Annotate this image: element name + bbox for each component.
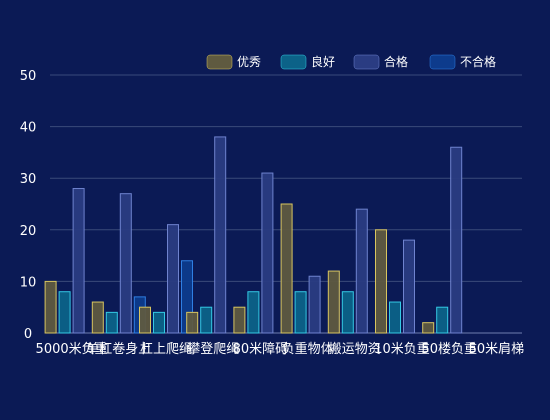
x-tick-label: 攀登爬绳 [187, 342, 239, 357]
bar-0-5 [280, 203, 293, 334]
bar-1-4 [247, 291, 260, 334]
bar-2-8 [450, 146, 463, 334]
bar-1-5 [294, 291, 307, 334]
y-tick-label: 30 [20, 172, 37, 187]
bar-2-7 [403, 239, 415, 334]
legend-swatch[interactable] [280, 54, 307, 70]
legend-label[interactable]: 不合格 [460, 54, 496, 69]
bar-1-3 [200, 306, 213, 334]
bar-1-2 [153, 311, 165, 334]
legend-label[interactable]: 优秀 [237, 55, 261, 69]
y-tick-label: 10 [20, 275, 37, 290]
x-tick-label: 搬运物资 [329, 342, 381, 357]
bar-2-0 [72, 188, 85, 334]
legend-swatch[interactable] [206, 54, 233, 70]
x-tick-label: 80米障碍 [233, 342, 289, 357]
bar-0-1 [91, 301, 104, 334]
bar-0-2 [139, 306, 151, 334]
bar-1-8 [436, 306, 449, 334]
x-tick-label: 单杠卷身上 [86, 341, 151, 357]
x-tick-label: 50米肩梯 [469, 341, 525, 357]
bar-2-1 [119, 193, 132, 334]
bar-2-6 [355, 208, 368, 334]
legend-label[interactable]: 合格 [384, 54, 408, 69]
x-tick-label: 50楼负重 [421, 341, 477, 357]
y-tick-label: 40 [20, 121, 37, 136]
y-tick-label: 50 [20, 69, 37, 84]
bar-0-4 [233, 306, 246, 334]
bar-2-3 [214, 136, 227, 334]
y-tick-label: 0 [24, 327, 32, 342]
bar-2-5 [308, 275, 321, 334]
legend-swatch[interactable] [353, 54, 380, 70]
bar-0-0 [44, 280, 57, 334]
bar-0-3 [186, 311, 199, 334]
x-tick-label: 10米负重 [374, 341, 430, 357]
x-tick-label: 5000米负重 [36, 341, 108, 357]
bar-1-0 [58, 291, 71, 334]
x-tick-label: 负重物体 [282, 341, 334, 357]
bar-1-1 [105, 311, 118, 334]
bar-2-2 [167, 224, 179, 334]
bar-1-7 [389, 301, 401, 334]
x-tick-label: 杠上爬绳 [140, 341, 192, 357]
bar-0-8 [422, 322, 435, 334]
bar-2-4 [261, 172, 274, 334]
bar-1-6 [341, 291, 354, 334]
legend-label[interactable]: 良好 [311, 54, 335, 69]
y-tick-label: 20 [20, 224, 37, 239]
legend-swatch[interactable] [429, 54, 456, 70]
bar-0-6 [327, 270, 340, 334]
bar-0-7 [375, 229, 387, 334]
